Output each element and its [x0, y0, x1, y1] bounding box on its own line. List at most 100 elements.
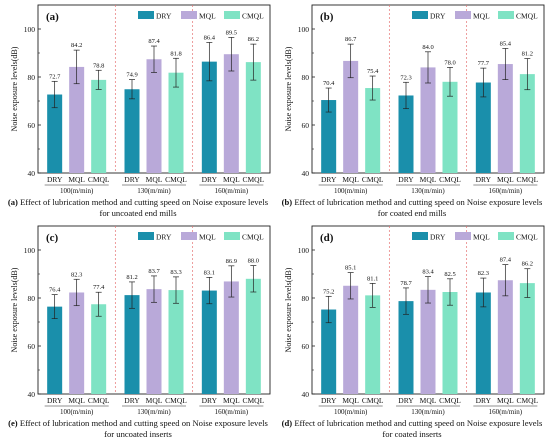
bar-a-mql-0: [69, 66, 85, 173]
y-tick-label-d-1: 60: [302, 342, 310, 351]
x-tick-label-d-cmql-2: CMQL: [516, 396, 538, 405]
x-tick-label-d-mql-1: MQL: [420, 396, 437, 405]
panel-label-b: (b): [320, 11, 334, 23]
bar-c-cmql-2: [245, 278, 261, 394]
legend-swatch-b-dry: [412, 11, 428, 19]
data-label-b-mql-1: 84.0: [422, 44, 433, 51]
x-tick-label-b-mql-0: MQL: [342, 175, 359, 184]
legend-label-a-dry: DRY: [156, 12, 172, 21]
data-label-b-cmql-2: 81.2: [522, 51, 533, 58]
x-tick-label-b-dry-0: DRY: [321, 175, 337, 184]
data-label-a-dry-2: 86.4: [204, 34, 216, 41]
bar-a-mql-1: [146, 59, 162, 173]
data-label-b-cmql-0: 75.4: [367, 68, 379, 75]
y-axis-label-d: Noise exposure levels(dB): [284, 267, 293, 352]
x-tick-label-c-cmql-2: CMQL: [242, 396, 264, 405]
x-tick-label-c-cmql-0: CMQL: [88, 396, 110, 405]
x-tick-label-c-dry-0: DRY: [47, 396, 63, 405]
caption-c-line2: for uncoated inserts: [104, 429, 172, 439]
y-axis-label-b: Noise exposure levels(dB): [284, 46, 293, 131]
y-tick-label-b-2: 80: [302, 73, 310, 82]
bar-c-dry-0: [47, 306, 63, 394]
bar-b-cmql-2: [519, 74, 535, 173]
bar-b-dry-0: [321, 100, 337, 173]
x-tick-label-b-dry-2: DRY: [476, 175, 492, 184]
data-label-d-dry-1: 78.7: [400, 280, 412, 287]
legend-swatch-a-cmql: [224, 11, 240, 19]
data-label-c-mql-2: 86.9: [226, 258, 237, 265]
caption-d-line2: for coated inserts: [382, 429, 442, 439]
caption-b-tag: (b): [281, 197, 293, 207]
bar-b-cmql-1: [442, 81, 458, 173]
x-tick-label-d-mql-0: MQL: [342, 396, 359, 405]
bar-c-cmql-1: [168, 290, 184, 394]
legend-label-c-mql: MQL: [199, 233, 216, 242]
bar-d-mql-0: [343, 285, 359, 394]
x-tick-label-a-cmql-1: CMQL: [165, 175, 187, 184]
bar-a-cmql-0: [91, 79, 107, 173]
data-label-c-dry-1: 81.2: [126, 274, 137, 281]
x-tick-label-b-cmql-1: CMQL: [439, 175, 461, 184]
caption-a-tag: (a): [7, 197, 18, 207]
caption-b: (b) Effect of lubrication method and cut…: [278, 197, 546, 219]
group-label-c-0: 100(m/min): [60, 408, 94, 416]
bar-b-mql-1: [420, 67, 436, 173]
group-label-c-2: 160(m/min): [215, 408, 249, 416]
data-label-c-dry-0: 76.4: [49, 287, 61, 294]
data-label-a-cmql-2: 86.2: [248, 36, 259, 43]
caption-a: (a) Effect of lubrication method and cut…: [4, 197, 272, 219]
caption-c: (e) Effect of lubrication method and cut…: [4, 418, 272, 440]
y-tick-label-c-3: 100: [24, 246, 36, 255]
y-tick-label-d-0: 40: [302, 390, 310, 399]
x-tick-label-c-dry-2: DRY: [202, 396, 218, 405]
group-label-d-2: 160(m/min): [489, 408, 523, 416]
chart-panel-d: 40 60 80 100 Noise exposure levels(dB) (d) 75.…: [284, 225, 545, 416]
x-tick-label-a-cmql-2: CMQL: [242, 175, 264, 184]
x-tick-label-b-dry-1: DRY: [398, 175, 414, 184]
x-tick-label-c-mql-0: MQL: [68, 396, 85, 405]
data-label-a-mql-2: 89.5: [226, 29, 237, 36]
bar-b-mql-0: [343, 60, 359, 173]
caption-c-line1: Effect of lubrication method and cutting…: [19, 418, 268, 428]
legend-swatch-a-mql: [181, 11, 197, 19]
y-tick-label-b-1: 60: [302, 121, 310, 130]
data-label-d-dry-0: 75.2: [323, 288, 334, 295]
data-label-a-dry-1: 74.9: [126, 72, 137, 79]
x-tick-label-a-dry-1: DRY: [124, 175, 140, 184]
bar-d-dry-2: [475, 292, 491, 394]
caption-d: (d) Effect of lubrication method and cut…: [278, 418, 546, 440]
x-tick-label-a-dry-0: DRY: [47, 175, 63, 184]
bar-a-mql-2: [223, 54, 239, 174]
bar-a-dry-0: [47, 94, 63, 173]
legend-swatch-d-mql: [455, 232, 471, 240]
bar-b-mql-2: [497, 64, 513, 173]
bar-d-dry-0: [321, 309, 337, 394]
data-label-d-mql-2: 87.4: [500, 257, 512, 264]
y-tick-label-a-3: 100: [24, 25, 36, 34]
legend-swatch-c-dry: [138, 232, 154, 240]
panel-label-c: (c): [46, 232, 59, 244]
y-tick-label-c-0: 40: [28, 390, 36, 399]
data-label-a-cmql-1: 81.8: [170, 50, 181, 57]
bar-c-dry-2: [201, 290, 217, 394]
data-label-a-cmql-0: 78.8: [93, 62, 104, 69]
x-tick-label-b-cmql-2: CMQL: [516, 175, 538, 184]
x-tick-label-b-mql-2: MQL: [497, 175, 514, 184]
data-label-a-mql-1: 87.4: [148, 38, 160, 45]
x-tick-label-d-cmql-0: CMQL: [362, 396, 384, 405]
group-label-c-1: 130(m/min): [137, 408, 171, 416]
group-label-d-0: 100(m/min): [334, 408, 368, 416]
group-label-d-1: 130(m/min): [411, 408, 445, 416]
x-tick-label-d-mql-2: MQL: [497, 396, 514, 405]
bar-a-dry-2: [201, 61, 217, 173]
caption-d-tag: (d): [281, 418, 293, 428]
data-label-b-dry-0: 70.4: [323, 80, 335, 87]
bar-d-cmql-0: [365, 295, 381, 394]
bar-d-cmql-2: [519, 283, 535, 394]
data-label-c-mql-1: 83.7: [148, 268, 160, 275]
x-tick-label-c-cmql-1: CMQL: [165, 396, 187, 405]
chart-panel-a: 40 60 80 100 Noise exposure levels(dB) (a) 72.…: [10, 4, 271, 195]
caption-d-line1: Effect of lubrication method and cutting…: [294, 418, 543, 428]
bar-d-mql-1: [420, 289, 436, 394]
y-axis-label-c: Noise exposure levels(dB): [10, 267, 19, 352]
